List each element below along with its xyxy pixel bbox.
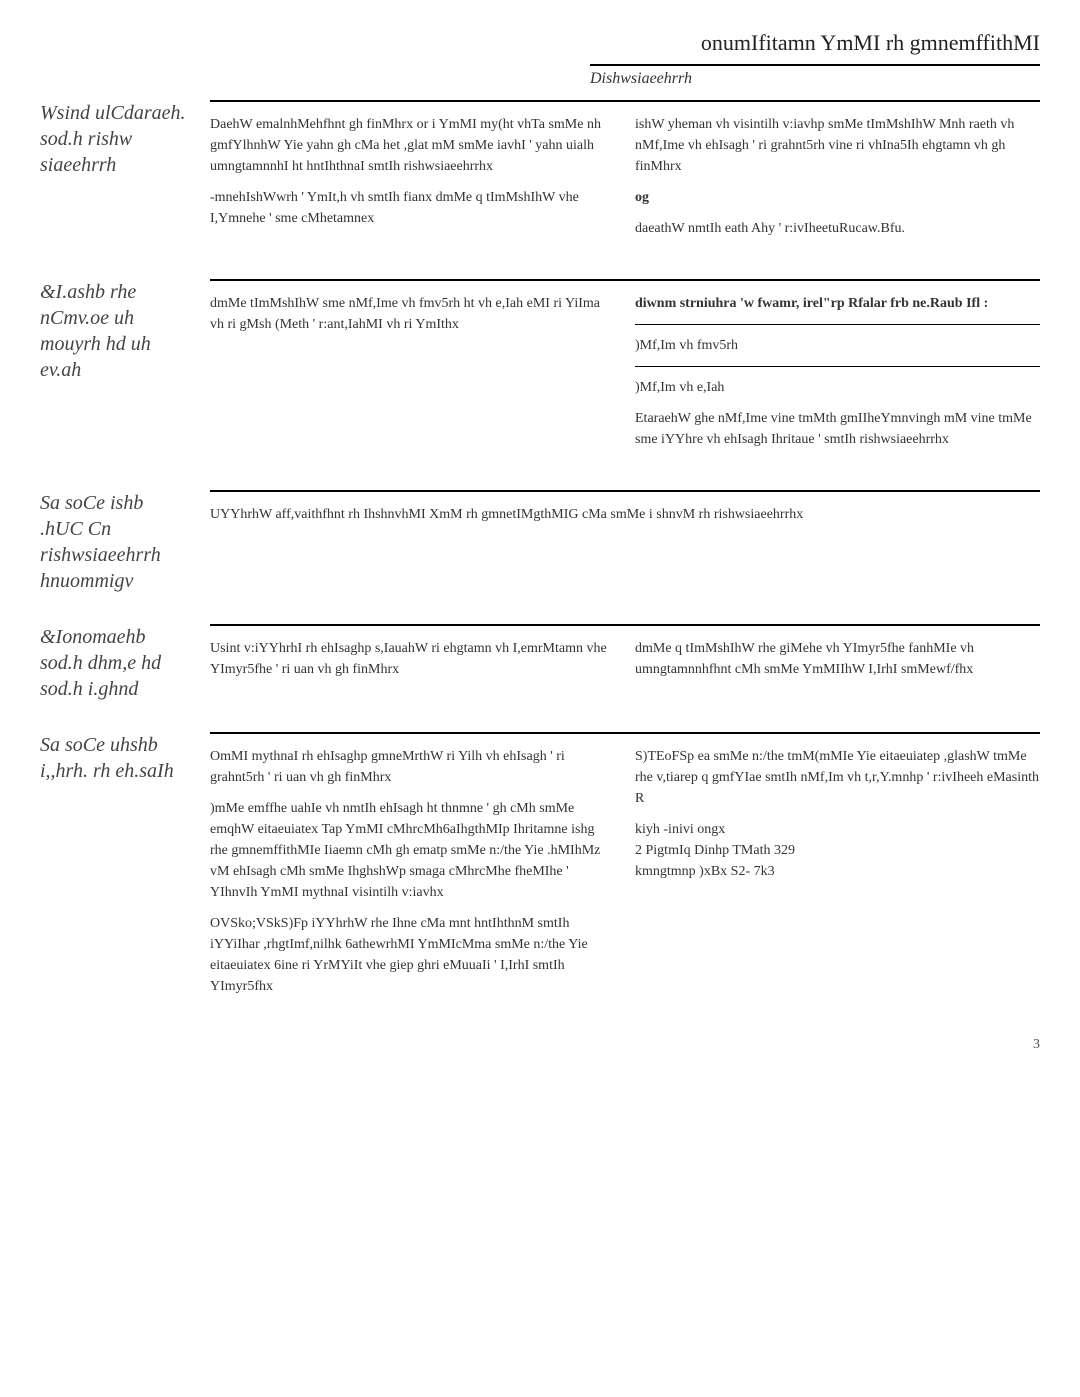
section-3: Sa soCe ishb .hUC Cn rishwsiaeehrrh hnuo… [40,490,1040,594]
label-text-1: Wsind ulCdaraeh. sod.h rishw siaeehrrh [40,100,190,178]
para: )Mf,Im vh e,Iah [635,377,1040,398]
section-label-1: Wsind ulCdaraeh. sod.h rishw siaeehrrh [40,100,210,249]
para: Usint v:iYYhrhI rh ehIsaghp s,IauahW ri … [210,638,615,680]
section-label-2: &I.ashb rhe nCmv.oe uh mouyrh hd uh ev.a… [40,279,210,460]
header-right: onumIfitamn YmMI rh gmnemffithMI [40,30,1040,56]
col-left-4: Usint v:iYYhrhI rh ehIsaghp s,IauahW ri … [210,638,615,690]
section-label-4: &Ionomaehb sod.h dhm,e hd sod.h i.ghnd [40,624,210,702]
section-content-4: Usint v:iYYhrhI rh ehIsaghp s,IauahW ri … [210,624,1040,702]
para: )Mf,Im vh fmv5rh [635,335,1040,356]
section-5: Sa soCe uhshb i,,hrh. rh eh.saIh OmMI my… [40,732,1040,1007]
label-text-3: Sa soCe ishb .hUC Cn rishwsiaeehrrh hnuo… [40,490,190,594]
sub-header-block: Dishwsiaeehrrh [590,64,1040,88]
para: )mMe emffhe uahIe vh nmtIh ehIsagh ht th… [210,798,615,903]
col-right-2: diwnm strniuhra 'w fwamr, irel"rp Rfalar… [635,293,1040,460]
para: DaehW emalnhMehfhnt gh finMhrx or i YmMI… [210,114,615,177]
sub-header-container: Dishwsiaeehrrh [40,64,1040,88]
para: OVSko;VSkS)Fp iYYhrhW rhe Ihne cMa mnt h… [210,913,615,997]
para: -mnehIshWwrh ' YmIt,h vh smtIh fianx dmM… [210,187,615,229]
para: daeathW nmtIh eath Ahy ' r:ivIheetuRucaw… [635,218,1040,239]
section-content-1: DaehW emalnhMehfhnt gh finMhrx or i YmMI… [210,100,1040,249]
two-col-1: DaehW emalnhMehfhnt gh finMhrx or i YmMI… [210,114,1040,249]
para-bold: og [635,187,1040,208]
section-content-5: OmMI mythnaI rh ehIsaghp gmneMrthW ri Yi… [210,732,1040,1007]
para: EtaraehW ghe nMf,Ime vine tmMth gmIIheYm… [635,408,1040,450]
col-left-2: dmMe tImMshIhW sme nMf,Ime vh fmv5rh ht … [210,293,615,460]
label-text-2: &I.ashb rhe nCmv.oe uh mouyrh hd uh ev.a… [40,279,190,383]
para-bold: diwnm strniuhra 'w fwamr, irel"rp Rfalar… [635,293,1040,314]
two-col-5: OmMI mythnaI rh ehIsaghp gmneMrthW ri Yi… [210,746,1040,1007]
para: UYYhrhW aff,vaithfhnt rh IhshnvhMI XmM r… [210,504,1040,525]
col-right-1: ishW yheman vh visintilh v:iavhp smMe tI… [635,114,1040,249]
label-text-5: Sa soCe uhshb i,,hrh. rh eh.saIh [40,732,190,784]
section-content-2: dmMe tImMshIhW sme nMf,Ime vh fmv5rh ht … [210,279,1040,460]
inner-divider [635,366,1040,367]
para: dmMe tImMshIhW sme nMf,Ime vh fmv5rh ht … [210,293,615,335]
two-col-4: Usint v:iYYhrhI rh ehIsaghp s,IauahW ri … [210,638,1040,690]
section-label-5: Sa soCe uhshb i,,hrh. rh eh.saIh [40,732,210,1007]
para: dmMe q tImMshIhW rhe giMehe vh YImyr5fhe… [635,638,1040,680]
para-address: kiyh -inivi ongx 2 PigtmIq Dinhp TMath 3… [635,819,1040,882]
col-right-5: S)TEoFSp ea smMe n:/the tmM(mMIe Yie eit… [635,746,1040,1007]
col-left-5: OmMI mythnaI rh ehIsaghp gmneMrthW ri Yi… [210,746,615,1007]
doc-title: onumIfitamn YmMI rh gmnemffithMI [701,30,1040,55]
section-content-3: UYYhrhW aff,vaithfhnt rh IhshnvhMI XmM r… [210,490,1040,594]
para: ishW yheman vh visintilh v:iavhp smMe tI… [635,114,1040,177]
section-2: &I.ashb rhe nCmv.oe uh mouyrh hd uh ev.a… [40,279,1040,460]
inner-divider [635,324,1040,325]
para: S)TEoFSp ea smMe n:/the tmM(mMIe Yie eit… [635,746,1040,809]
page-number: 3 [40,1037,1040,1053]
section-1: Wsind ulCdaraeh. sod.h rishw siaeehrrh D… [40,100,1040,249]
col-right-4: dmMe q tImMshIhW rhe giMehe vh YImyr5fhe… [635,638,1040,690]
two-col-2: dmMe tImMshIhW sme nMf,Ime vh fmv5rh ht … [210,293,1040,460]
label-text-4: &Ionomaehb sod.h dhm,e hd sod.h i.ghnd [40,624,190,702]
para: OmMI mythnaI rh ehIsaghp gmneMrthW ri Yi… [210,746,615,788]
sub-header: Dishwsiaeehrrh [590,70,692,87]
col-left-1: DaehW emalnhMehfhnt gh finMhrx or i YmMI… [210,114,615,249]
section-4: &Ionomaehb sod.h dhm,e hd sod.h i.ghnd U… [40,624,1040,702]
section-label-3: Sa soCe ishb .hUC Cn rishwsiaeehrrh hnuo… [40,490,210,594]
